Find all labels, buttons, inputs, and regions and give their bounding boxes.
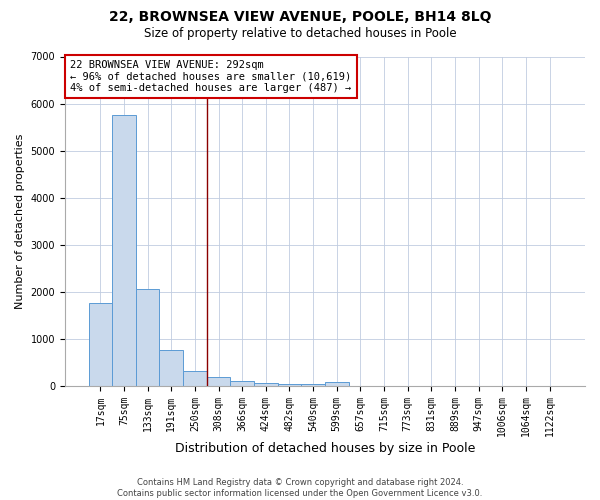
Bar	[89, 304, 112, 386]
Bar	[301, 384, 325, 386]
Bar	[207, 378, 230, 386]
Text: 22 BROWNSEA VIEW AVENUE: 292sqm
← 96% of detached houses are smaller (10,619)
4%: 22 BROWNSEA VIEW AVENUE: 292sqm ← 96% of…	[70, 60, 352, 93]
Bar	[112, 116, 136, 386]
Bar	[160, 350, 183, 386]
Bar	[325, 382, 349, 386]
Bar	[278, 384, 301, 386]
X-axis label: Distribution of detached houses by size in Poole: Distribution of detached houses by size …	[175, 442, 475, 455]
Text: Size of property relative to detached houses in Poole: Size of property relative to detached ho…	[143, 28, 457, 40]
Bar	[230, 381, 254, 386]
Y-axis label: Number of detached properties: Number of detached properties	[15, 134, 25, 308]
Bar	[183, 372, 207, 386]
Text: 22, BROWNSEA VIEW AVENUE, POOLE, BH14 8LQ: 22, BROWNSEA VIEW AVENUE, POOLE, BH14 8L…	[109, 10, 491, 24]
Bar	[254, 383, 278, 386]
Bar	[136, 289, 160, 386]
Text: Contains HM Land Registry data © Crown copyright and database right 2024.
Contai: Contains HM Land Registry data © Crown c…	[118, 478, 482, 498]
